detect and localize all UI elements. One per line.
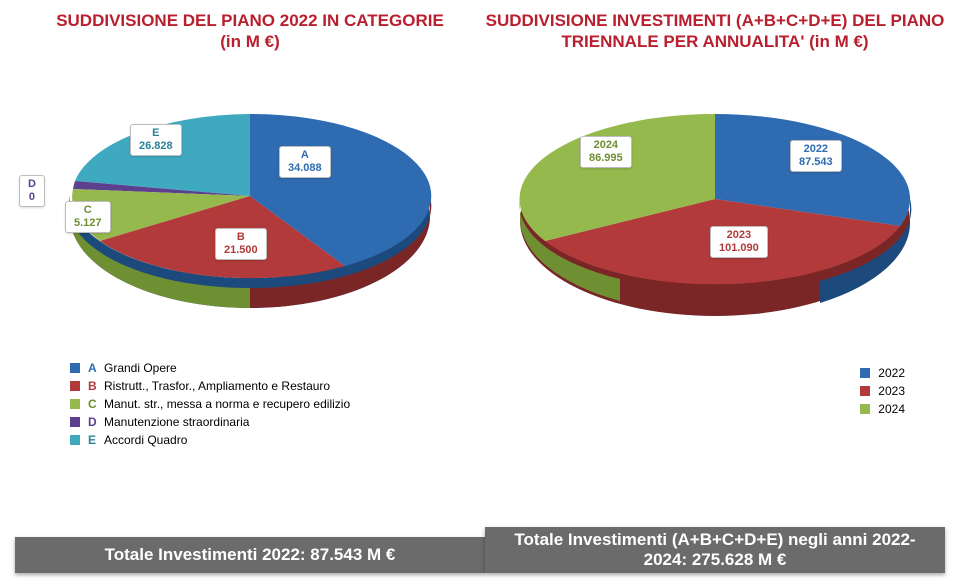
chart2-pie-svg — [500, 81, 930, 331]
label-c-value: 5.127 — [74, 217, 102, 230]
chart2-label-2024: 2024 86.995 — [580, 136, 632, 168]
legend-row-A: A Grandi Opere — [70, 361, 350, 375]
swatch-2022 — [860, 368, 870, 378]
label-a-letter: A — [288, 149, 322, 162]
label-2024-value: 86.995 — [589, 152, 623, 165]
label-e-letter: E — [139, 127, 173, 140]
legend-row-2022: 2022 — [860, 366, 905, 380]
legend-letter-A: A — [88, 361, 104, 375]
chart2-title-text: SUDDIVISIONE INVESTIMENTI (A+B+C+D+E) DE… — [486, 11, 945, 51]
chart1-title-text: SUDDIVISIONE DEL PIANO 2022 IN CATEGORIE… — [56, 11, 444, 51]
legend-row-2023: 2023 — [860, 384, 905, 398]
legend-text-C: Manut. str., messa a norma e recupero ed… — [104, 397, 350, 411]
label-b-letter: B — [224, 231, 258, 244]
legend-text-2022: 2022 — [878, 366, 905, 380]
chart2-legend: 2022 2023 2024 — [860, 366, 945, 420]
chart1-label-D: D 0 — [19, 175, 45, 207]
chart2-title: SUDDIVISIONE INVESTIMENTI (A+B+C+D+E) DE… — [485, 10, 945, 56]
legend-row-C: C Manut. str., messa a norma e recupero … — [70, 397, 350, 411]
label-2022-value: 87.543 — [799, 156, 833, 169]
panel-categories: SUDDIVISIONE DEL PIANO 2022 IN CATEGORIE… — [15, 10, 485, 573]
chart1-total-bar: Totale Investimenti 2022: 87.543 M € — [15, 537, 485, 573]
chart2-total-bar: Totale Investimenti (A+B+C+D+E) negli an… — [485, 527, 945, 573]
label-a-value: 34.088 — [288, 162, 322, 175]
legend-text-A: Grandi Opere — [104, 361, 177, 375]
label-d-letter: D — [28, 178, 36, 191]
legend-row-2024: 2024 — [860, 402, 905, 416]
chart1-label-E: E 26.828 — [130, 124, 182, 156]
swatch-D — [70, 417, 80, 427]
label-2022-year: 2022 — [799, 143, 833, 156]
chart1-total-text: Totale Investimenti 2022: 87.543 M € — [105, 545, 396, 565]
swatch-2023 — [860, 386, 870, 396]
legend-text-E: Accordi Quadro — [104, 433, 187, 447]
chart2-label-2023: 2023 101.090 — [710, 226, 768, 258]
label-e-value: 26.828 — [139, 140, 173, 153]
swatch-E — [70, 435, 80, 445]
swatch-B — [70, 381, 80, 391]
chart1-label-C: C 5.127 — [65, 201, 111, 233]
legend-letter-E: E — [88, 433, 104, 447]
legend-text-D: Manutenzione straordinaria — [104, 415, 249, 429]
label-b-value: 21.500 — [224, 244, 258, 257]
chart1-legend: A Grandi Opere B Ristrutt., Trasfor., Am… — [15, 361, 350, 451]
label-c-letter: C — [74, 204, 102, 217]
legend-text-B: Ristrutt., Trasfor., Ampliamento e Resta… — [104, 379, 330, 393]
legend-row-B: B Ristrutt., Trasfor., Ampliamento e Res… — [70, 379, 350, 393]
chart1-pie: A 34.088 B 21.500 C 5.127 D 0 E 26.828 — [15, 76, 485, 336]
chart1-label-B: B 21.500 — [215, 228, 267, 260]
legend-row-E: E Accordi Quadro — [70, 433, 350, 447]
chart2-total-text: Totale Investimenti (A+B+C+D+E) negli an… — [493, 530, 937, 571]
legend-text-2023: 2023 — [878, 384, 905, 398]
legend-letter-C: C — [88, 397, 104, 411]
legend-letter-D: D — [88, 415, 104, 429]
chart2-label-2022: 2022 87.543 — [790, 140, 842, 172]
swatch-2024 — [860, 404, 870, 414]
chart2-pie: 2022 87.543 2023 101.090 2024 86.995 — [485, 76, 945, 336]
label-d-value: 0 — [28, 191, 36, 204]
legend-text-2024: 2024 — [878, 402, 905, 416]
chart1-label-A: A 34.088 — [279, 146, 331, 178]
label-2024-year: 2024 — [589, 139, 623, 152]
label-2023-value: 101.090 — [719, 242, 759, 255]
chart1-title: SUDDIVISIONE DEL PIANO 2022 IN CATEGORIE… — [56, 10, 444, 56]
swatch-A — [70, 363, 80, 373]
legend-row-D: D Manutenzione straordinaria — [70, 415, 350, 429]
legend-letter-B: B — [88, 379, 104, 393]
label-2023-year: 2023 — [719, 229, 759, 242]
swatch-C — [70, 399, 80, 409]
panel-years: SUDDIVISIONE INVESTIMENTI (A+B+C+D+E) DE… — [485, 10, 945, 573]
